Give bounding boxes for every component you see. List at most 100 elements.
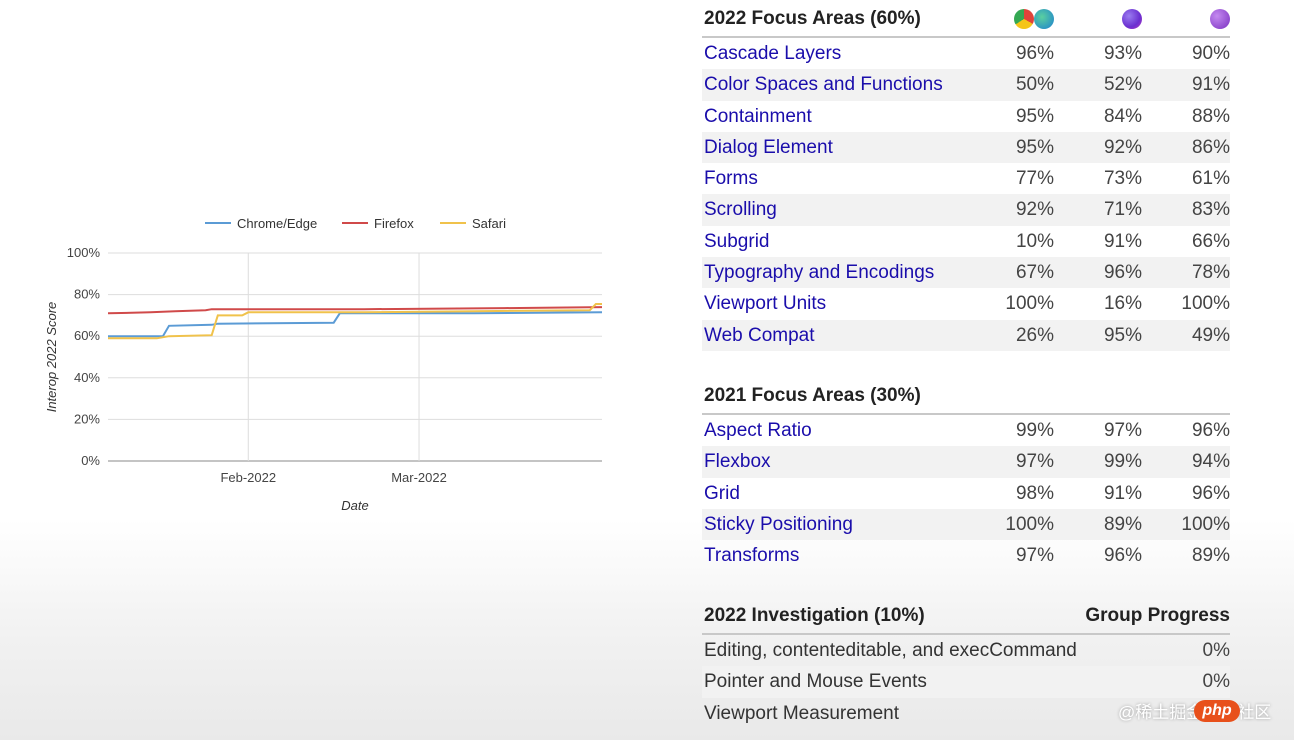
firefox-score: 73% [1103,168,1142,190]
firefox-score: 96% [1103,262,1142,284]
firefox-score: 97% [1103,420,1142,441]
chrome-edge-score: 10% [1015,230,1054,252]
section-title: 2022 Focus Areas (60%) [704,8,921,29]
php-badge: php [1194,700,1240,722]
table-row: Web Compat 26% 95% 49% [702,319,1230,351]
safari-score: 78% [1191,262,1230,284]
firefox-score: 16% [1103,293,1142,315]
firefox-score: 95% [1103,324,1142,346]
chrome-edge-score: 95% [1015,105,1054,127]
group-progress-header: Group Progress [1085,605,1230,626]
y-axis-title: Interop 2022 Score [44,302,59,413]
section-title: 2022 Investigation (10%) [704,605,925,626]
safari-score: 94% [1191,451,1230,473]
chrome-edge-score: 92% [1015,199,1054,221]
section-header: 2022 Focus Areas (60%) [702,0,1230,38]
firefox-score: 96% [1103,545,1142,567]
interop-score-chart: 0% 20% 40% 60% 80% 100% Feb-2022 Mar-2022 Date In… [0,0,640,560]
investigation-name: Viewport Measurement [704,702,900,724]
series-line-safari [108,303,602,340]
section-2022-investigation: 2022 Investigation (10%) Group Progress … [702,597,1230,729]
table-row: Viewport Units 100% 16% 100% [702,288,1230,319]
focus-area-link[interactable]: Aspect Ratio [704,420,812,441]
section-2022-focus-areas: 2022 Focus Areas (60%) Cascade Layers 96%… [702,0,1230,351]
safari-score: 96% [1191,420,1230,441]
section-2021-focus-areas: 2021 Focus Areas (30%) Aspect Ratio 99% 97… [702,377,1230,571]
x-tick-label: Feb-2022 [220,470,276,485]
safari-score: 61% [1191,168,1230,190]
line-chart: 0% 20% 40% 60% 80% 100% Feb-2022 Mar-2022 Date In… [44,216,603,513]
section-header: 2021 Focus Areas (30%) [702,377,1230,415]
section-rows: Aspect Ratio 99% 97% 96% Flexbox 97% 99% 94% Gri… [702,415,1230,571]
series-line-firefox [107,306,603,315]
x-axis-title: Date [341,498,368,513]
safari-score: 83% [1191,199,1230,221]
focus-area-link[interactable]: Containment [704,105,812,127]
firefox-score: 93% [1103,43,1142,64]
y-tick-label: 80% [74,287,100,302]
table-row: Transforms 97% 96% 89% [702,540,1230,571]
safari-score: 66% [1191,230,1230,252]
legend-label: Safari [472,216,506,231]
chrome-edge-score: 67% [1015,262,1054,284]
table-row: Dialog Element 95% 92% 86% [702,131,1230,164]
safari-score: 88% [1191,105,1230,127]
focus-area-link[interactable]: Typography and Encodings [704,262,935,284]
chrome-edge-score: 26% [1015,324,1054,346]
safari-score: 100% [1181,513,1230,535]
chrome-edge-score: 50% [1015,74,1054,96]
firefox-score: 91% [1103,230,1142,252]
section-title: 2021 Focus Areas (30%) [704,385,921,406]
focus-area-link[interactable]: Transforms [704,545,800,567]
y-tick-label: 40% [74,370,100,385]
table-row: Grid 98% 91% 96% [702,478,1230,509]
table-row: Subgrid 10% 91% 66% [702,226,1230,257]
safari-tp-icon [1210,9,1230,29]
series-line-chrome-edge [108,311,603,338]
y-tick-label: 100% [67,245,101,260]
chrome-edge-score: 77% [1015,168,1054,190]
group-progress-value: 0% [1202,640,1230,661]
safari-score: 89% [1191,545,1230,567]
chrome-edge-score: 99% [1015,420,1054,441]
table-row: Typography and Encodings 67% 96% 78% [702,257,1230,289]
table-row: Forms 77% 73% 61% [702,163,1230,194]
focus-area-link[interactable]: Forms [704,168,758,190]
focus-area-link[interactable]: Sticky Positioning [704,513,853,535]
focus-area-link[interactable]: Subgrid [704,230,770,252]
focus-area-link[interactable]: Grid [704,482,740,504]
section-rows: Cascade Layers 96% 93% 90% Color Spaces and … [702,38,1230,351]
table-row: Cascade Layers 96% 93% 90% [702,38,1230,69]
table-row: Editing, contenteditable, and execComman… [702,635,1230,666]
firefox-score: 71% [1103,199,1142,221]
safari-score: 91% [1191,74,1230,96]
section-rows: Editing, contenteditable, and execComman… [702,635,1230,729]
x-tick-label: Mar-2022 [391,470,447,485]
firefox-score: 84% [1103,105,1142,127]
safari-score: 86% [1191,136,1230,158]
table-row: Flexbox 97% 99% 94% [702,446,1230,478]
y-tick-label: 60% [74,328,100,343]
legend-label: Chrome/Edge [237,216,317,231]
chrome-edge-score: 95% [1015,136,1054,158]
firefox-icon [1122,9,1142,29]
focus-area-link[interactable]: Dialog Element [704,136,833,158]
y-tick-label: 20% [74,411,100,426]
focus-area-link[interactable]: Cascade Layers [704,43,842,64]
focus-area-link[interactable]: Web Compat [704,324,815,346]
safari-score: 100% [1181,293,1230,315]
table-row: Containment 95% 84% 88% [702,101,1230,132]
table-row: Viewport Measurement [702,698,1230,729]
table-row: Aspect Ratio 99% 97% 96% [702,415,1230,446]
focus-area-link[interactable]: Scrolling [704,199,777,221]
chrome-edge-score: 97% [1015,545,1054,567]
focus-area-link[interactable]: Flexbox [704,451,771,473]
focus-area-link[interactable]: Color Spaces and Functions [704,74,943,96]
firefox-score: 52% [1103,74,1142,96]
safari-score: 49% [1191,324,1230,346]
focus-area-link[interactable]: Viewport Units [704,293,827,315]
table-row: Color Spaces and Functions 50% 52% 91% [702,69,1230,101]
browser-icons [702,0,1230,38]
table-row: Scrolling 92% 71% 83% [702,194,1230,226]
chrome-icon [1014,9,1034,29]
